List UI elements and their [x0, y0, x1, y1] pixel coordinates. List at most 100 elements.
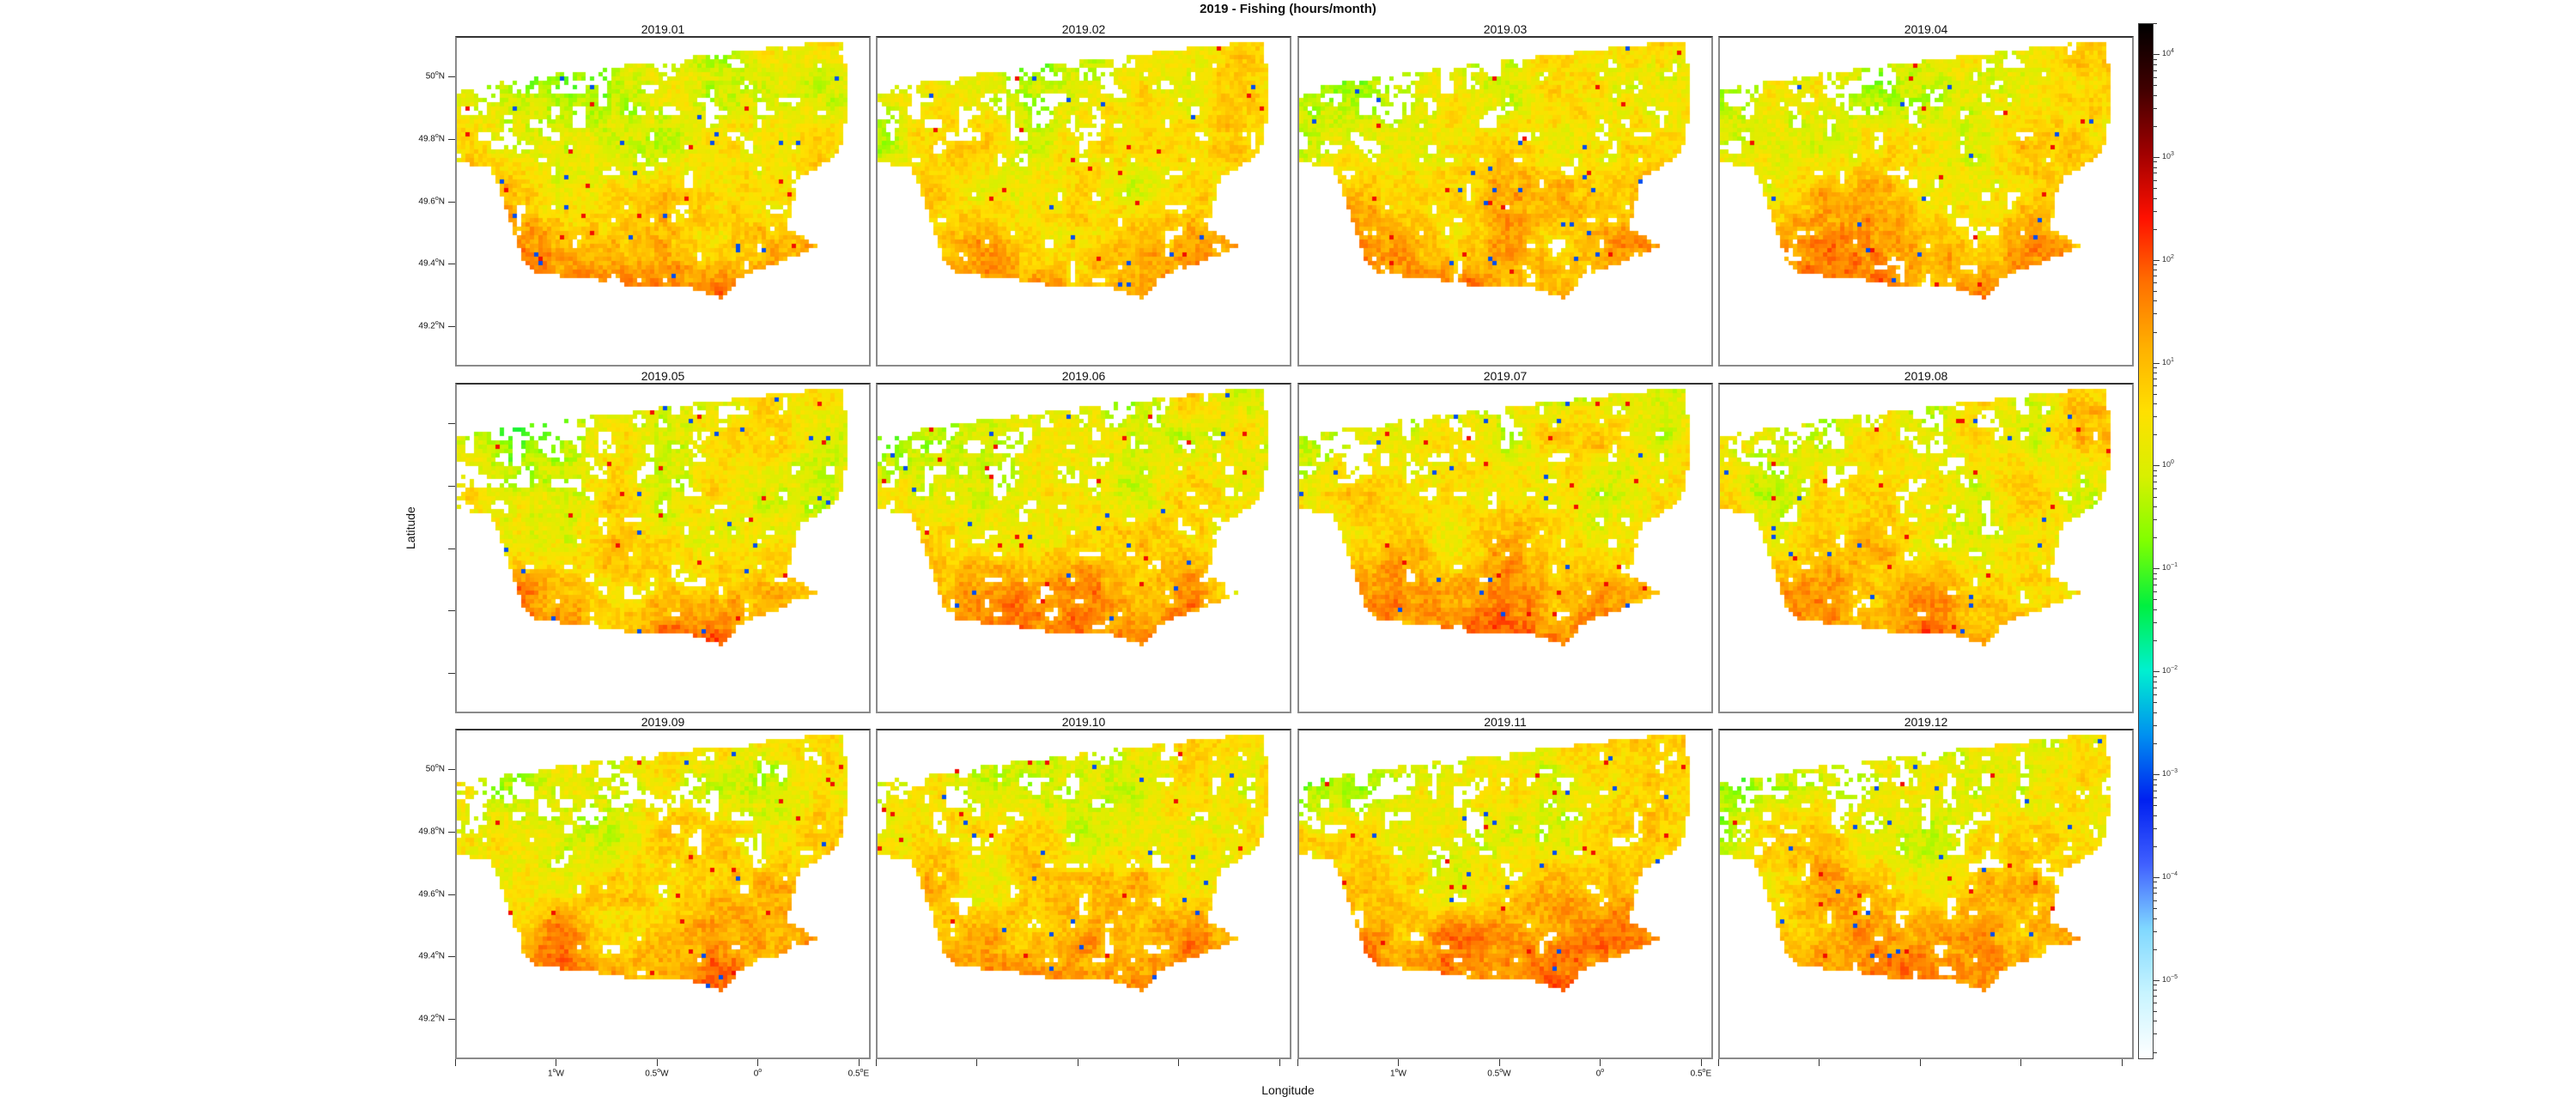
map-panel — [876, 36, 1291, 367]
colorbar-tick — [2154, 640, 2157, 642]
colorbar-tick — [2154, 385, 2157, 387]
colorbar-tick — [2154, 591, 2157, 592]
x-tick-label: 0.5oW — [645, 1068, 669, 1079]
panel-title: 2019.05 — [641, 369, 685, 383]
panel-title: 2019.10 — [1061, 715, 1106, 729]
y-tick — [448, 894, 455, 895]
x-tick — [1279, 1059, 1280, 1066]
colorbar-tick — [2154, 300, 2157, 302]
colorbar-tick — [2154, 622, 2157, 624]
x-tick — [656, 1059, 658, 1066]
heatmap-canvas — [457, 730, 869, 1058]
x-tick — [2020, 1059, 2022, 1066]
colorbar-tick — [2154, 1033, 2157, 1035]
colorbar-tick-label: 10−4 — [2162, 870, 2178, 881]
colorbar-tick — [2154, 58, 2157, 60]
colorbar-tick — [2154, 496, 2157, 498]
colorbar-tick — [2154, 845, 2157, 847]
colorbar-tick — [2154, 331, 2157, 333]
colorbar-tick — [2154, 64, 2157, 65]
x-tick-label: 1oW — [1390, 1068, 1406, 1079]
colorbar-tick — [2154, 774, 2160, 776]
x-tick-label: 0o — [1595, 1068, 1605, 1079]
x-tick-label: 0.5oE — [1690, 1068, 1712, 1079]
colorbar-tick — [2154, 918, 2157, 919]
colorbar-tick — [2154, 107, 2157, 109]
colorbar-tick — [2154, 210, 2157, 212]
map-panel — [1718, 729, 2134, 1059]
x-tick — [455, 1059, 456, 1066]
x-tick — [1718, 1059, 1719, 1066]
colorbar-tick-label: 100 — [2162, 459, 2174, 470]
map-panel — [1718, 36, 2134, 367]
colorbar-tick — [2154, 519, 2157, 521]
colorbar-tick — [2154, 197, 2157, 199]
x-tick — [1297, 1059, 1298, 1066]
colorbar-tick — [2154, 805, 2157, 807]
y-tick-label: 49.8oN — [418, 132, 445, 144]
y-tick-label: 50oN — [425, 70, 445, 82]
y-tick-label: 49.6oN — [418, 888, 445, 899]
colorbar-tick — [2154, 76, 2157, 78]
colorbar-tick-label: 103 — [2162, 150, 2174, 161]
x-tick — [976, 1059, 978, 1066]
colorbar-tick — [2154, 1010, 2157, 1012]
colorbar-tick — [2154, 416, 2157, 418]
colorbar-tick — [2154, 85, 2157, 87]
x-axis-title: Longitude — [1261, 1083, 1315, 1097]
colorbar-tick — [2154, 290, 2157, 292]
y-tick — [448, 610, 455, 612]
colorbar-tick — [2154, 948, 2157, 950]
y-tick — [448, 423, 455, 425]
colorbar-tick-label: 10−2 — [2162, 665, 2178, 676]
colorbar-tick — [2154, 573, 2157, 574]
colorbar-tick — [2154, 990, 2157, 991]
map-panel — [1297, 729, 1713, 1059]
heatmap-canvas — [878, 730, 1290, 1058]
colorbar-tick — [2154, 676, 2157, 677]
panel-title: 2019.12 — [1904, 715, 1948, 729]
y-tick — [448, 831, 455, 833]
x-tick-label: 1oW — [548, 1068, 564, 1079]
colorbar-tick — [2154, 228, 2157, 230]
y-tick-label: 49.2oN — [418, 1012, 445, 1024]
heatmap-canvas — [878, 38, 1290, 365]
x-tick-label: 0o — [753, 1068, 762, 1079]
colorbar-tick — [2154, 930, 2157, 932]
colorbar-tick — [2154, 537, 2157, 539]
map-panel — [1718, 383, 2134, 713]
x-tick — [1819, 1059, 1820, 1066]
colorbar-tick — [2154, 827, 2157, 829]
colorbar-tick — [2154, 609, 2157, 611]
colorbar-tick — [2154, 179, 2157, 181]
heatmap-canvas — [1299, 385, 1711, 712]
y-tick — [448, 76, 455, 78]
colorbar-tick — [2154, 167, 2157, 168]
colorbar-tick — [2154, 403, 2157, 405]
map-panel — [455, 729, 871, 1059]
x-tick — [1600, 1059, 1601, 1066]
y-tick — [448, 485, 455, 487]
colorbar-tick — [2154, 125, 2157, 127]
map-panel — [876, 729, 1291, 1059]
colorbar-tick — [2154, 979, 2160, 981]
colorbar-tick — [2154, 367, 2157, 369]
colorbar-tick-label: 102 — [2162, 253, 2174, 264]
y-tick — [448, 1018, 455, 1020]
colorbar-tick — [2154, 876, 2160, 878]
x-tick — [858, 1059, 860, 1066]
panel-title: 2019.08 — [1904, 369, 1948, 383]
chart-title: 2019 - Fishing (hours/month) — [1200, 2, 1376, 16]
panel-title: 2019.06 — [1061, 369, 1106, 383]
colorbar-tick — [2154, 907, 2157, 909]
heatmap-canvas — [457, 385, 869, 712]
colorbar-tick — [2154, 702, 2157, 704]
colorbar-tick — [2154, 488, 2157, 490]
x-tick — [1700, 1059, 1702, 1066]
colorbar-tick — [2154, 797, 2157, 798]
y-tick — [448, 138, 455, 140]
y-tick — [448, 548, 455, 549]
y-axis-title: Latitude — [404, 506, 417, 549]
map-panel — [1297, 36, 1713, 367]
x-tick — [757, 1059, 759, 1066]
